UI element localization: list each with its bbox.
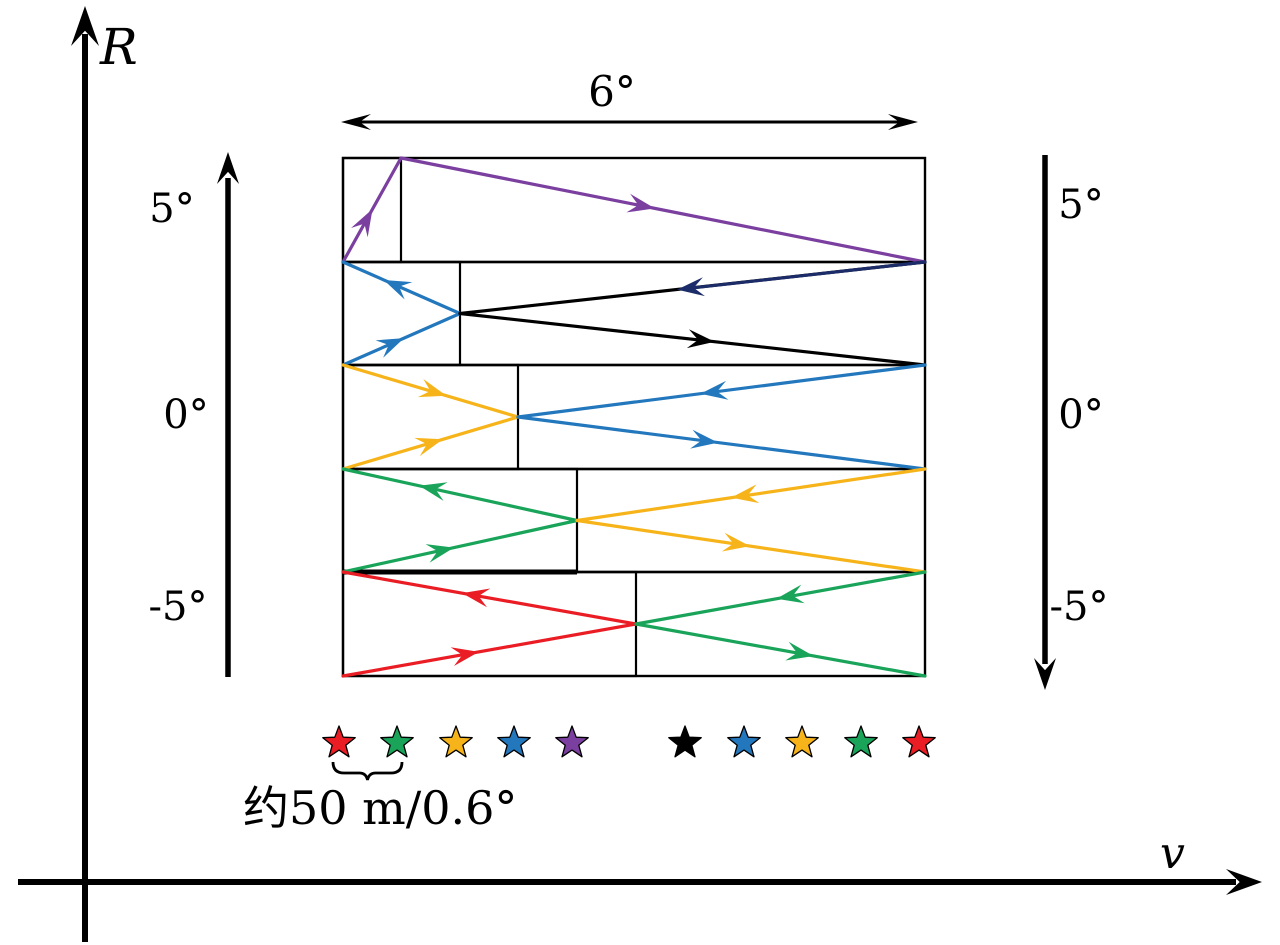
- band-subrect-5: [341, 570, 638, 678]
- right-scale-0deg: 0°: [1058, 392, 1103, 438]
- r-axis-label: R: [99, 18, 138, 76]
- band-subrect-2: [341, 260, 462, 367]
- right-scale-5deg: 5°: [1058, 182, 1103, 228]
- band-subrect-3: [341, 363, 520, 471]
- yellow-sweep-arrowhead: [721, 532, 750, 552]
- yellow-sweep-arrowhead: [731, 484, 760, 504]
- red-sweep-line-16: [341, 570, 638, 626]
- left-star-green: [380, 725, 414, 758]
- left-scale-0deg: 0°: [163, 392, 208, 438]
- left-star-purple: [555, 725, 589, 758]
- scene: [322, 156, 936, 781]
- r-axis-arrowhead: [71, 6, 99, 46]
- yellow-sweep-arrowhead: [417, 378, 447, 398]
- green-sweep-arrowhead: [419, 482, 448, 501]
- purple-sweep-line-1: [399, 156, 927, 264]
- yellow-sweep-line-13: [575, 467, 927, 523]
- navy-sweep-line-5: [688, 260, 927, 290]
- right-scale-minus5deg: -5°: [1050, 584, 1109, 630]
- band-subrect-4: [341, 467, 579, 574]
- v-axis-label: v: [1160, 828, 1185, 879]
- right-elevation-arrowhead: [1034, 658, 1056, 690]
- right-star-green: [844, 725, 878, 758]
- red-sweep-arrowhead: [450, 647, 479, 666]
- green-sweep-line-12: [341, 467, 579, 523]
- resolution-annotation: 约50 m/0.6°: [243, 781, 517, 835]
- purple-sweep-arrowhead: [351, 209, 373, 238]
- red-sweep-line-15: [341, 622, 638, 678]
- right-star-yellow: [785, 725, 819, 758]
- underbrace: [331, 761, 404, 781]
- right-star-red: [902, 725, 936, 758]
- left-star-yellow: [439, 725, 473, 758]
- span-6deg-label: 6°: [588, 67, 636, 116]
- blue-sweep-line-3: [341, 260, 462, 316]
- left-star-blue: [497, 725, 531, 758]
- right-star-blue: [727, 725, 761, 758]
- black-sweep-arrowhead: [686, 329, 715, 349]
- green-sweep-arrowhead: [785, 641, 814, 661]
- v-axis-arrowhead: [1226, 869, 1262, 895]
- yellow-sweep-arrowhead: [414, 437, 443, 457]
- band-rect-3: [341, 363, 927, 471]
- blue-sweep-arrowhead: [700, 380, 729, 400]
- axes: [18, 6, 1262, 942]
- blue-sweep-arrowhead: [690, 429, 719, 449]
- purple-sweep-arrowhead: [626, 193, 655, 213]
- green-sweep-arrowhead: [776, 584, 805, 604]
- green-sweep-arrowhead: [425, 544, 454, 563]
- yellow-sweep-line-14: [575, 518, 927, 574]
- left-scale-5deg: 5°: [149, 186, 194, 232]
- black-sweep-line-6: [458, 311, 927, 367]
- left-elevation-arrowhead: [217, 152, 239, 184]
- span-left-arrowhead: [341, 114, 371, 130]
- blue-sweep-line-10: [516, 415, 927, 471]
- blue-sweep-arrowhead: [375, 338, 405, 358]
- green-sweep-line-11: [341, 518, 579, 574]
- span-right-arrowhead: [888, 114, 918, 130]
- band-rect-2: [341, 260, 927, 367]
- blue-sweep-arrowhead: [383, 279, 413, 300]
- left-star-red: [322, 725, 356, 758]
- green-sweep-line-18: [634, 622, 927, 678]
- blue-sweep-line-9: [516, 363, 927, 419]
- navy-sweep-arrowhead: [677, 277, 705, 297]
- red-sweep-arrowhead: [462, 588, 491, 608]
- left-scale-minus5deg: -5°: [149, 584, 208, 630]
- right-star-black: [668, 725, 702, 758]
